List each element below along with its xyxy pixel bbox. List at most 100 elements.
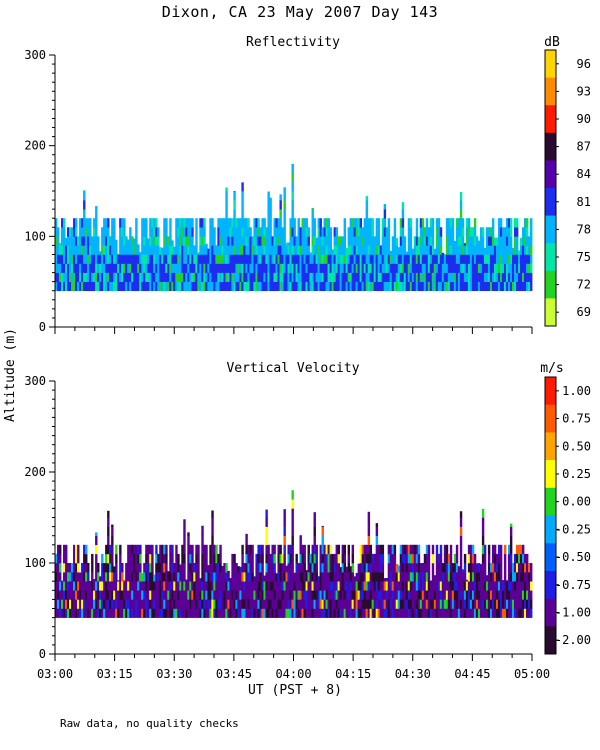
data-cell bbox=[75, 608, 78, 618]
data-cell bbox=[493, 599, 497, 609]
data-cell bbox=[229, 272, 232, 282]
data-cell bbox=[109, 563, 112, 573]
data-cell bbox=[527, 272, 531, 282]
data-cell bbox=[359, 263, 363, 273]
data-cell bbox=[205, 245, 208, 255]
data-cell bbox=[523, 599, 527, 609]
data-cell bbox=[71, 254, 74, 264]
data-cell bbox=[285, 272, 288, 282]
data-cell bbox=[319, 553, 322, 564]
data-cell bbox=[305, 245, 308, 255]
data-cell bbox=[499, 608, 503, 618]
data-cell bbox=[211, 535, 214, 546]
data-cell bbox=[415, 272, 419, 282]
data-cell bbox=[55, 590, 58, 600]
data-cell bbox=[425, 281, 429, 292]
data-cell bbox=[339, 567, 342, 573]
data-cell bbox=[273, 218, 276, 228]
data-cell bbox=[135, 218, 138, 228]
data-cell bbox=[227, 281, 230, 292]
data-cell bbox=[131, 572, 134, 582]
data-cell bbox=[117, 253, 120, 255]
data-cell bbox=[85, 236, 88, 246]
data-cell bbox=[185, 236, 188, 246]
data-cell bbox=[397, 263, 401, 273]
data-cell bbox=[273, 553, 276, 564]
data-cell bbox=[291, 245, 294, 255]
data-cell bbox=[407, 544, 411, 555]
data-cell bbox=[271, 553, 274, 564]
data-cell bbox=[471, 236, 475, 246]
data-cell bbox=[421, 608, 425, 618]
data-cell bbox=[299, 590, 302, 600]
data-cell bbox=[435, 563, 439, 573]
data-cell bbox=[73, 599, 76, 609]
data-cell bbox=[191, 236, 194, 246]
data-cell bbox=[457, 599, 461, 609]
data-cell bbox=[311, 207, 314, 210]
data-cell bbox=[231, 590, 234, 600]
data-cell bbox=[333, 263, 336, 273]
data-cell bbox=[393, 553, 397, 564]
data-cell bbox=[281, 227, 284, 237]
data-cell bbox=[315, 254, 318, 264]
data-cell bbox=[291, 517, 294, 527]
data-cell bbox=[361, 563, 365, 573]
data-cell bbox=[485, 581, 489, 591]
data-cell bbox=[325, 563, 328, 573]
data-cell bbox=[263, 608, 266, 618]
data-cell bbox=[169, 254, 172, 264]
data-cell bbox=[481, 599, 485, 609]
data-cell bbox=[289, 599, 292, 609]
data-cell bbox=[257, 281, 260, 292]
data-cell bbox=[435, 218, 439, 228]
data-cell bbox=[211, 526, 214, 536]
data-cell bbox=[509, 590, 513, 600]
data-cell bbox=[85, 608, 88, 618]
data-cell bbox=[263, 581, 266, 591]
data-cell bbox=[331, 563, 334, 573]
data-cell bbox=[141, 281, 144, 292]
data-cell bbox=[145, 608, 148, 618]
data-cell bbox=[377, 281, 381, 292]
data-cell bbox=[161, 590, 164, 600]
data-cell bbox=[299, 254, 302, 264]
data-cell bbox=[333, 590, 336, 600]
data-cell bbox=[157, 227, 160, 237]
data-cell bbox=[433, 590, 437, 600]
data-cell bbox=[223, 245, 226, 255]
data-cell bbox=[285, 572, 288, 582]
data-cell bbox=[325, 236, 328, 246]
data-cell bbox=[249, 563, 252, 573]
data-cell bbox=[235, 572, 238, 582]
data-cell bbox=[525, 245, 529, 255]
data-cell bbox=[465, 599, 469, 609]
data-cell bbox=[305, 599, 308, 609]
data-cell bbox=[71, 263, 74, 273]
data-cell bbox=[407, 218, 411, 228]
data-cell bbox=[313, 526, 316, 536]
data-cell bbox=[205, 608, 208, 618]
data-cell bbox=[111, 218, 114, 228]
data-cell bbox=[161, 553, 164, 564]
data-cell bbox=[443, 599, 447, 609]
data-cell bbox=[141, 263, 144, 273]
data-cell bbox=[159, 553, 162, 564]
data-cell bbox=[481, 563, 485, 573]
data-cell bbox=[149, 218, 152, 228]
data-cell bbox=[203, 254, 206, 264]
data-cell bbox=[521, 553, 525, 564]
data-cell bbox=[403, 272, 407, 282]
data-cell bbox=[487, 599, 491, 609]
data-cell bbox=[509, 227, 513, 237]
data-cell bbox=[251, 608, 254, 618]
data-cell bbox=[131, 581, 134, 591]
data-cell bbox=[251, 272, 254, 282]
data-cell bbox=[101, 236, 104, 246]
data-cell bbox=[217, 218, 220, 228]
data-cell bbox=[527, 581, 531, 591]
data-cell bbox=[437, 563, 441, 573]
colorbar-label: 96 bbox=[577, 57, 591, 71]
data-cell bbox=[279, 245, 282, 255]
